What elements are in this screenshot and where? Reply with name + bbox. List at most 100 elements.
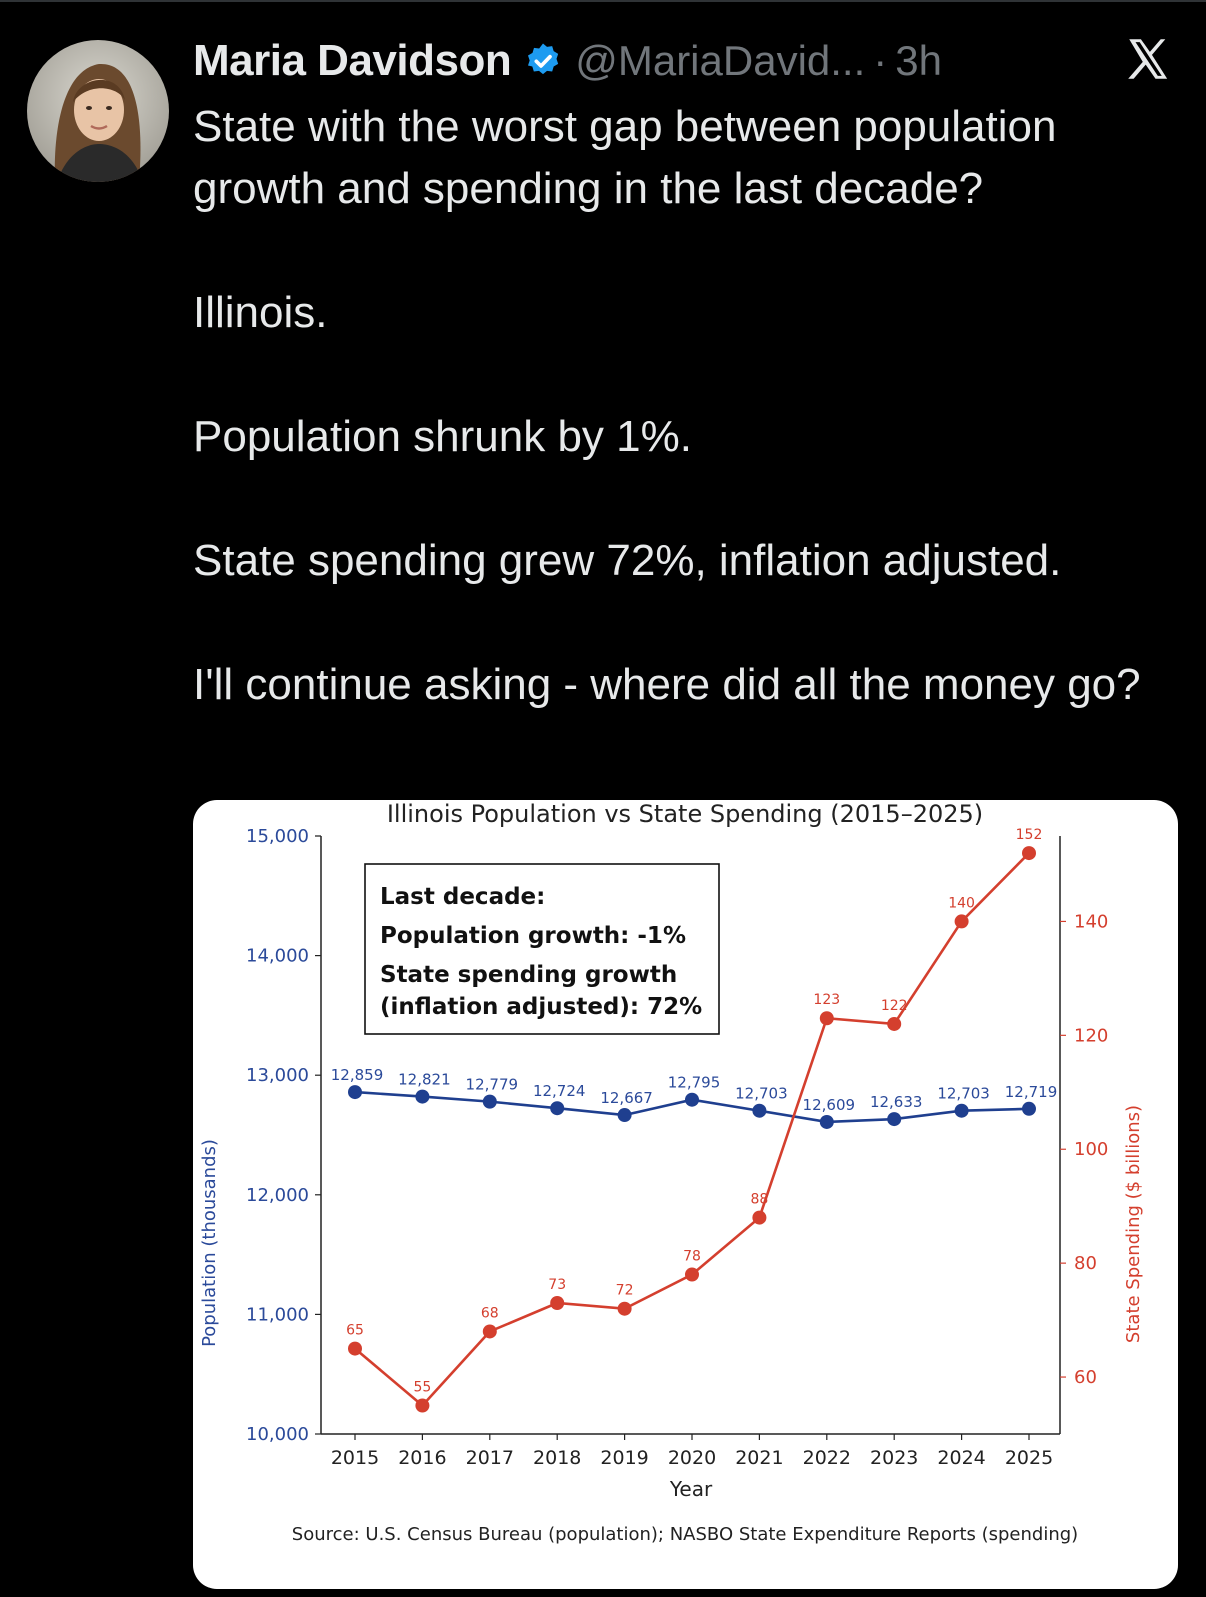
separator-dot: · — [873, 37, 888, 84]
annotation-line: Population growth: -1% — [380, 923, 686, 949]
population-data-label: 12,667 — [600, 1089, 653, 1107]
series-labels: 12,859 12,821 12,779 12,724 12,667 12,795 12,7… — [331, 827, 1058, 1395]
x-tick-label: 2022 — [803, 1447, 851, 1469]
spending-data-label: 140 — [948, 895, 975, 911]
spending-data-label: 68 — [481, 1305, 499, 1321]
population-point — [415, 1089, 430, 1104]
left-tick-label: 11,000 — [246, 1304, 309, 1325]
population-point — [685, 1092, 699, 1107]
population-data-label: 12,795 — [668, 1074, 721, 1092]
spending-data-label: 72 — [616, 1283, 634, 1299]
right-tick-label: 80 — [1074, 1253, 1097, 1274]
tweet-paragraph: Illinois. — [193, 288, 328, 337]
spending-data-label: 88 — [750, 1192, 768, 1208]
spending-point — [819, 1011, 834, 1026]
spending-point — [1022, 846, 1036, 861]
right-tick-label: 60 — [1074, 1367, 1097, 1388]
author-handle[interactable]: @MariaDavid... — [575, 37, 866, 84]
chart-source: Source: U.S. Census Bureau (population);… — [292, 1524, 1078, 1545]
spending-point — [550, 1296, 565, 1311]
left-axis-label: Population (thousands) — [199, 1139, 220, 1347]
spending-data-label: 123 — [813, 992, 840, 1008]
population-point — [482, 1094, 497, 1109]
x-logo-icon — [1128, 39, 1168, 79]
population-point — [752, 1103, 767, 1118]
tweet-paragraph: Population shrunk by 1%. — [193, 412, 692, 461]
timestamp[interactable]: 3h — [895, 37, 942, 84]
x-axis-ticks: 2015 2016 2017 2018 2019 2020 2021 2022 2023 2024… — [331, 1434, 1053, 1469]
chart-image-card[interactable]: Illinois Population vs State Spending (2… — [193, 800, 1178, 1589]
right-tick-label: 140 — [1074, 911, 1108, 932]
spending-point — [685, 1267, 699, 1282]
x-tick-label: 2018 — [533, 1447, 581, 1469]
annotation-line: (inflation adjusted): 72% — [380, 994, 702, 1020]
spending-data-label: 73 — [548, 1277, 566, 1293]
x-tick-label: 2016 — [398, 1447, 446, 1469]
spending-point — [348, 1341, 362, 1356]
population-data-label: 12,719 — [1005, 1083, 1058, 1101]
population-data-label: 12,724 — [533, 1082, 586, 1100]
chart-title: Illinois Population vs State Spending (2… — [387, 800, 983, 828]
left-tick-label: 10,000 — [246, 1424, 309, 1445]
spending-point — [954, 914, 969, 929]
tweet-header: Maria Davidson @MariaDavid... · 3h — [193, 36, 942, 86]
population-data-label: 12,703 — [735, 1085, 788, 1103]
population-point — [887, 1112, 902, 1127]
right-axis-label: State Spending ($ billions) — [1123, 1105, 1144, 1343]
left-axis-ticks: 10,000 11,000 12,000 13,000 14,000 15,000 — [246, 826, 321, 1445]
population-data-label: 12,859 — [331, 1066, 384, 1084]
population-point — [819, 1114, 834, 1129]
chart: Illinois Population vs State Spending (2… — [199, 800, 1144, 1545]
tweet-text: State with the worst gap between populat… — [193, 96, 1173, 716]
tweet-paragraph: State spending grew 72%, inflation adjus… — [193, 536, 1062, 585]
spending-data-label: 122 — [881, 998, 908, 1014]
series-points — [348, 846, 1036, 1413]
x-tick-label: 2021 — [735, 1447, 783, 1469]
population-data-label: 12,633 — [870, 1093, 923, 1111]
population-point — [954, 1103, 969, 1118]
left-tick-label: 13,000 — [246, 1065, 309, 1086]
x-axis-label: Year — [669, 1477, 713, 1501]
x-tick-label: 2017 — [466, 1447, 514, 1469]
left-tick-label: 15,000 — [246, 826, 309, 847]
avatar[interactable] — [27, 40, 169, 182]
spending-point — [415, 1398, 430, 1413]
population-point — [348, 1085, 362, 1100]
annotation-line: State spending growth — [380, 962, 677, 988]
spending-data-label: 152 — [1016, 827, 1043, 843]
tweet-paragraph: State with the worst gap between populat… — [193, 102, 1057, 213]
spending-point — [752, 1210, 767, 1225]
annotation-line: Last decade: — [380, 884, 545, 910]
population-data-label: 12,821 — [398, 1071, 451, 1089]
x-tick-label: 2024 — [937, 1447, 985, 1469]
population-point — [550, 1101, 565, 1116]
spending-point — [482, 1324, 497, 1339]
left-tick-label: 14,000 — [246, 946, 309, 967]
x-tick-label: 2019 — [600, 1447, 648, 1469]
avatar-photo-icon — [27, 40, 169, 182]
chart-axes — [320, 836, 1061, 1435]
right-tick-label: 100 — [1074, 1139, 1108, 1160]
spending-data-label: 65 — [346, 1323, 364, 1339]
annotation-box: Last decade: Population growth: -1% Stat… — [364, 863, 720, 1035]
population-point — [617, 1108, 632, 1123]
spending-point — [887, 1016, 902, 1031]
population-point — [1022, 1101, 1036, 1116]
spending-data-label: 55 — [413, 1380, 431, 1396]
x-tick-label: 2015 — [331, 1447, 379, 1469]
population-data-label: 12,703 — [937, 1085, 990, 1103]
population-data-label: 12,609 — [803, 1096, 856, 1114]
right-axis-ticks: 60 80 100 120 140 — [1060, 911, 1108, 1388]
x-tick-label: 2025 — [1005, 1447, 1053, 1469]
right-tick-label: 120 — [1074, 1025, 1108, 1046]
spending-point — [617, 1301, 632, 1316]
spending-data-label: 78 — [683, 1249, 701, 1265]
author-name[interactable]: Maria Davidson — [193, 36, 512, 85]
top-divider — [0, 0, 1206, 2]
left-tick-label: 12,000 — [246, 1185, 309, 1206]
tweet-paragraph: I'll continue asking - where did all the… — [193, 660, 1141, 709]
x-tick-label: 2023 — [870, 1447, 918, 1469]
x-tick-label: 2020 — [668, 1447, 716, 1469]
population-data-label: 12,779 — [466, 1076, 519, 1094]
verified-badge-icon — [528, 43, 559, 75]
